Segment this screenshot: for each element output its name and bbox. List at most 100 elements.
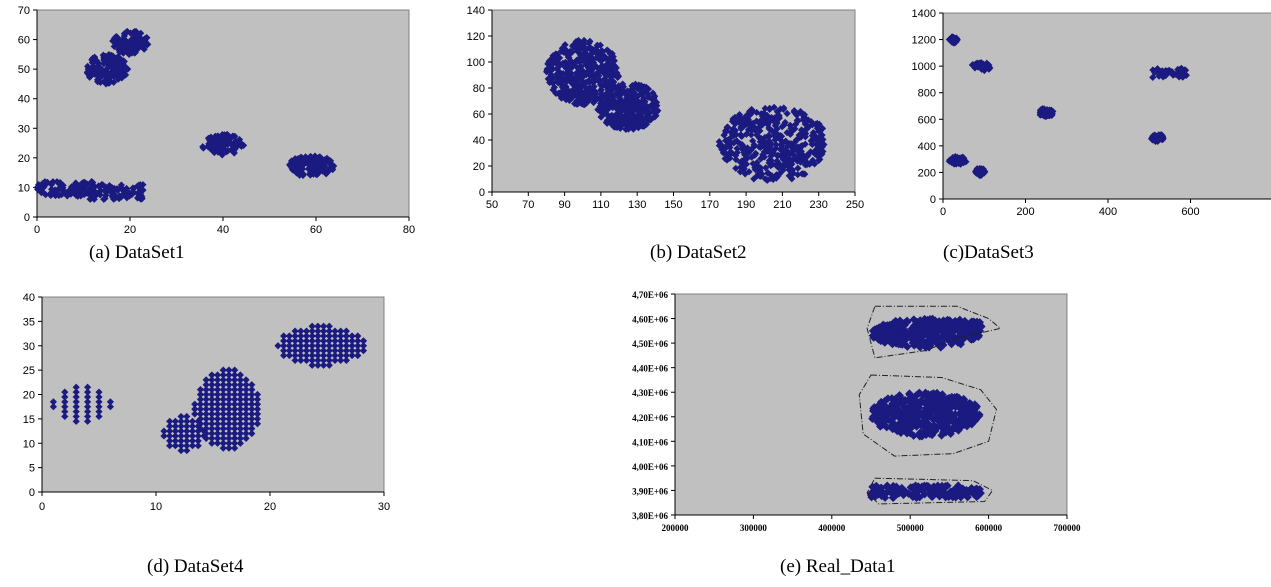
data-point [613, 123, 621, 131]
data-point [577, 76, 586, 84]
data-point [95, 393, 103, 401]
data-point [231, 444, 239, 452]
x-tick-label: 400000 [818, 523, 846, 533]
data-point [753, 159, 761, 167]
caption-dataset3: (c)DataSet3 [943, 242, 1034, 263]
data-point [114, 75, 122, 83]
data-point [274, 342, 282, 350]
data-point [742, 130, 750, 138]
data-point [623, 110, 631, 118]
data-point [325, 342, 333, 350]
data-point [554, 79, 562, 87]
data-point [741, 155, 749, 163]
data-point [790, 151, 798, 159]
data-point [909, 321, 919, 331]
data-point [783, 129, 791, 137]
x-tick-label: 500000 [897, 523, 925, 533]
data-point [726, 138, 734, 147]
cluster-6 [1149, 64, 1190, 82]
data-point [785, 172, 793, 180]
data-point [900, 414, 909, 423]
data-point [325, 332, 333, 340]
data-point [557, 75, 566, 83]
data-point [747, 146, 755, 154]
data-point [213, 376, 222, 384]
data-point [581, 44, 589, 52]
y-tick-label: 80 [473, 83, 485, 95]
x-tick-label: 210 [773, 199, 791, 211]
data-point [769, 148, 777, 156]
data-point [61, 398, 69, 406]
data-point [610, 82, 618, 90]
data-point [331, 337, 339, 345]
data-point [202, 425, 210, 433]
data-point [231, 439, 239, 447]
data-point [109, 52, 117, 60]
data-point [608, 121, 616, 129]
data-point [225, 371, 233, 379]
data-point [302, 342, 311, 350]
data-point [893, 411, 903, 420]
data-point [736, 168, 744, 176]
data-point [331, 347, 339, 355]
data-point [219, 366, 227, 374]
data-point [103, 55, 111, 63]
data-point [308, 351, 316, 360]
data-point [171, 417, 179, 425]
data-point [348, 347, 356, 355]
data-point [231, 434, 239, 442]
data-point [765, 159, 773, 167]
data-point [354, 337, 362, 345]
data-point [196, 390, 205, 399]
data-point [183, 437, 191, 445]
data-point [225, 390, 233, 399]
data-point [744, 126, 753, 134]
data-point [33, 183, 41, 192]
data-point [248, 400, 256, 408]
data-point [219, 371, 227, 379]
data-point [302, 347, 311, 355]
data-point [280, 351, 288, 360]
data-point [348, 337, 356, 345]
data-point [770, 103, 778, 112]
data-point [84, 398, 92, 406]
data-point [888, 334, 897, 343]
data-point [959, 324, 969, 334]
data-point [937, 408, 947, 417]
data-point [191, 405, 199, 413]
data-point [815, 135, 823, 143]
data-point [732, 164, 740, 172]
data-point [177, 446, 185, 455]
data-point [171, 427, 179, 435]
data-point [320, 161, 328, 170]
data-point [253, 395, 262, 403]
data-point [202, 381, 210, 389]
data-point [937, 319, 946, 329]
data-point [231, 420, 239, 428]
data-point [312, 170, 320, 178]
data-point [776, 162, 784, 170]
data-point [123, 27, 131, 36]
data-point [100, 56, 108, 64]
data-point [598, 48, 607, 56]
data-point [319, 361, 328, 369]
data-point [219, 400, 227, 408]
data-point [624, 117, 633, 126]
data-point [291, 347, 299, 355]
data-point [949, 414, 958, 423]
data-point [95, 388, 103, 396]
data-point [231, 400, 239, 408]
data-point [902, 488, 911, 497]
data-point [718, 145, 726, 154]
data-point [756, 138, 764, 146]
data-point [208, 439, 216, 447]
data-point [111, 59, 119, 67]
data-point [331, 332, 339, 340]
data-point [288, 164, 296, 172]
data-point [204, 134, 213, 142]
data-point [592, 90, 600, 98]
data-point [297, 327, 305, 335]
data-point [117, 181, 125, 189]
data-point [291, 342, 299, 350]
data-point [573, 97, 581, 105]
